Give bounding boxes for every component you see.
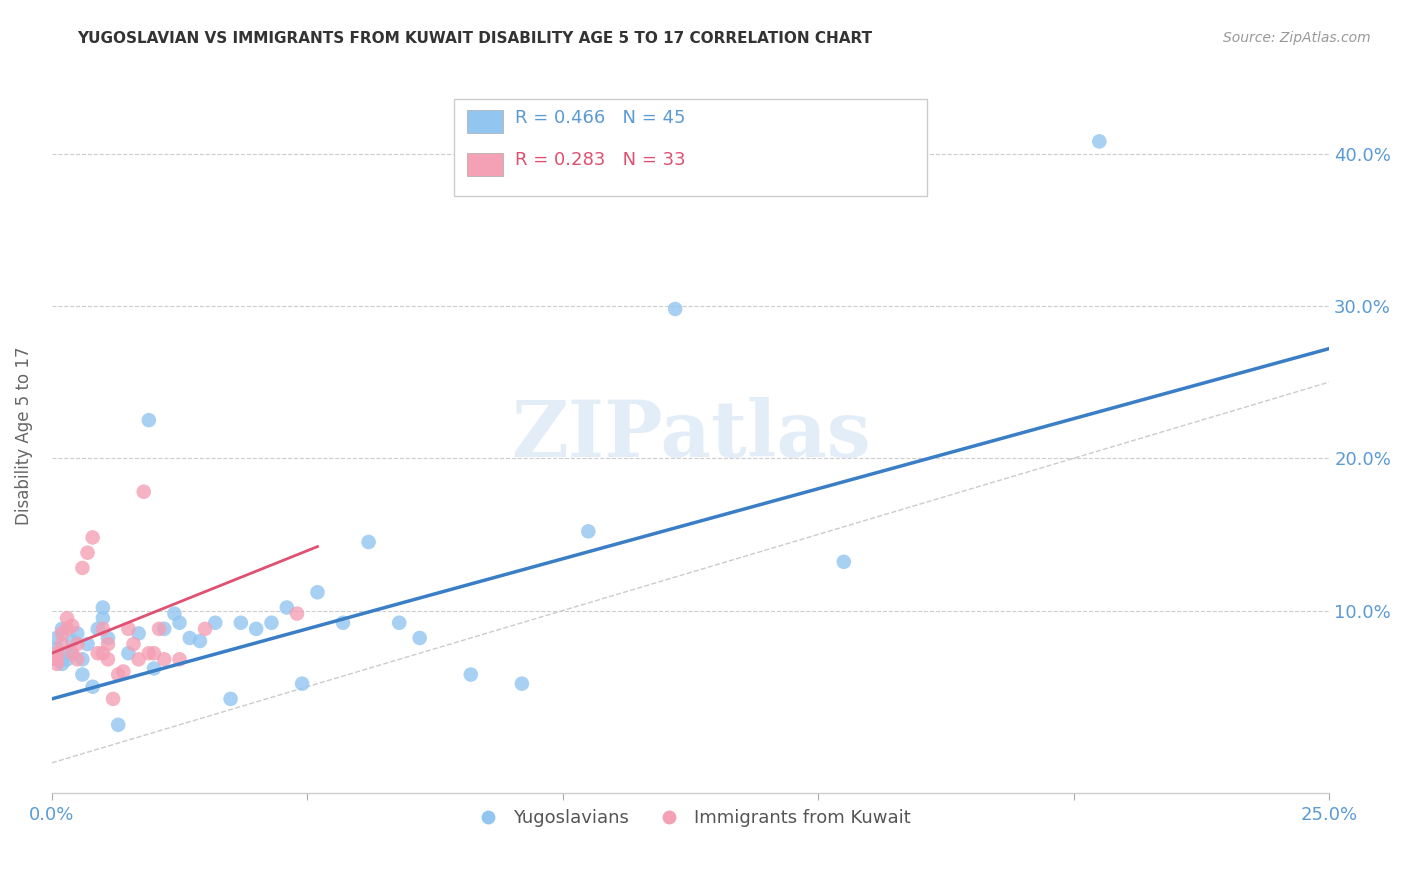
Text: Source: ZipAtlas.com: Source: ZipAtlas.com	[1223, 31, 1371, 45]
Point	[194, 622, 217, 636]
Point	[117, 622, 139, 636]
Point	[153, 622, 176, 636]
Point	[45, 652, 67, 666]
Point	[510, 676, 533, 690]
Point	[45, 657, 67, 671]
Point	[204, 615, 226, 630]
Point	[388, 615, 411, 630]
Point	[91, 611, 114, 625]
Point	[179, 631, 201, 645]
Point	[138, 646, 160, 660]
Point	[60, 646, 83, 660]
Point	[169, 615, 191, 630]
Point	[101, 692, 124, 706]
Point	[576, 524, 599, 539]
Y-axis label: Disability Age 5 to 17: Disability Age 5 to 17	[15, 346, 32, 524]
Bar	[467, 111, 503, 133]
Point	[1088, 135, 1111, 149]
Point	[97, 631, 120, 645]
Point	[72, 667, 94, 681]
Point	[332, 615, 354, 630]
Point	[56, 652, 79, 666]
Point	[260, 615, 283, 630]
Point	[122, 637, 145, 651]
Point	[163, 607, 186, 621]
Point	[153, 652, 176, 666]
Point	[87, 622, 110, 636]
Point	[276, 600, 298, 615]
Point	[128, 626, 150, 640]
Point	[138, 413, 160, 427]
Point	[66, 626, 89, 640]
Point	[142, 646, 165, 660]
Point	[169, 652, 191, 666]
Point	[45, 646, 67, 660]
Text: ZIPatlas: ZIPatlas	[510, 398, 870, 474]
Legend: Yugoslavians, Immigrants from Kuwait: Yugoslavians, Immigrants from Kuwait	[463, 802, 918, 834]
Point	[76, 546, 98, 560]
Point	[45, 631, 67, 645]
FancyBboxPatch shape	[454, 99, 927, 195]
Point	[219, 692, 242, 706]
Point	[82, 680, 104, 694]
Point	[91, 600, 114, 615]
Point	[357, 535, 380, 549]
Bar	[467, 153, 503, 177]
Point	[56, 611, 79, 625]
Point	[51, 637, 73, 651]
Point	[51, 626, 73, 640]
Point	[91, 646, 114, 660]
Point	[91, 622, 114, 636]
Point	[82, 531, 104, 545]
Point	[128, 652, 150, 666]
Point	[107, 667, 129, 681]
Point	[229, 615, 252, 630]
Point	[285, 607, 308, 621]
Point	[72, 652, 94, 666]
Point	[132, 484, 155, 499]
Point	[51, 622, 73, 636]
Point	[51, 657, 73, 671]
Point	[97, 652, 120, 666]
Text: R = 0.283   N = 33: R = 0.283 N = 33	[516, 152, 686, 169]
Point	[460, 667, 482, 681]
Point	[97, 637, 120, 651]
Point	[60, 619, 83, 633]
Point	[664, 301, 686, 316]
Point	[60, 648, 83, 662]
Point	[45, 641, 67, 656]
Text: R = 0.466   N = 45: R = 0.466 N = 45	[516, 109, 686, 127]
Point	[60, 634, 83, 648]
Point	[66, 652, 89, 666]
Text: YUGOSLAVIAN VS IMMIGRANTS FROM KUWAIT DISABILITY AGE 5 TO 17 CORRELATION CHART: YUGOSLAVIAN VS IMMIGRANTS FROM KUWAIT DI…	[77, 31, 873, 46]
Point	[142, 661, 165, 675]
Point	[56, 622, 79, 636]
Point	[112, 665, 135, 679]
Point	[307, 585, 329, 599]
Point	[72, 561, 94, 575]
Point	[76, 637, 98, 651]
Point	[66, 637, 89, 651]
Point	[408, 631, 430, 645]
Point	[107, 718, 129, 732]
Point	[832, 555, 855, 569]
Point	[117, 646, 139, 660]
Point	[245, 622, 267, 636]
Point	[291, 676, 314, 690]
Point	[87, 646, 110, 660]
Point	[188, 634, 211, 648]
Point	[56, 646, 79, 660]
Point	[148, 622, 170, 636]
